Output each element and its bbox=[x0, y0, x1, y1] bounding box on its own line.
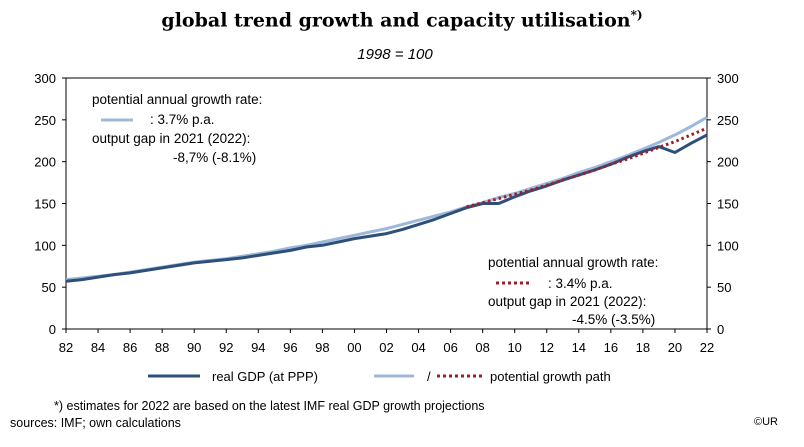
lower-annotation-gap-value: -4.5% (-3.5%) bbox=[572, 312, 655, 327]
y-tick-label-left: 100 bbox=[34, 238, 56, 253]
legend: real GDP (at PPP) / potential growth pat… bbox=[148, 369, 611, 384]
upper-annotation-rate: : 3.7% p.a. bbox=[150, 112, 215, 127]
series bbox=[65, 115, 708, 283]
x-tick-label: 96 bbox=[283, 340, 297, 355]
x-tick-label: 98 bbox=[315, 340, 329, 355]
y-tick-label-right: 0 bbox=[717, 322, 724, 337]
y-tick-label-right: 150 bbox=[717, 197, 739, 212]
x-tick-label: 20 bbox=[668, 340, 682, 355]
x-tick-label: 14 bbox=[572, 340, 586, 355]
x-tick-label: 84 bbox=[91, 340, 105, 355]
y-tick-label-right: 100 bbox=[717, 238, 739, 253]
chart-subtitle: 1998 = 100 bbox=[357, 46, 433, 63]
x-tick-label: 12 bbox=[540, 340, 554, 355]
copyright: ©UR bbox=[754, 416, 778, 428]
x-tick-label: 22 bbox=[700, 340, 714, 355]
x-tick-label: 18 bbox=[636, 340, 650, 355]
series-line-potential-2 bbox=[466, 115, 708, 209]
x-tick-label: 06 bbox=[443, 340, 457, 355]
series-line-potential-1 bbox=[65, 205, 468, 282]
x-tick-label: 10 bbox=[507, 340, 521, 355]
upper-annotation-gap-value: -8,7% (-8.1%) bbox=[173, 150, 256, 165]
lower-annotation-title: potential annual growth rate: bbox=[488, 255, 658, 270]
x-tick-label: 94 bbox=[251, 340, 265, 355]
lower-annotation: potential annual growth rate: : 3.4% p.a… bbox=[488, 255, 658, 327]
legend-label-potential: potential growth path bbox=[490, 369, 611, 384]
y-tick-label-right: 300 bbox=[717, 71, 739, 86]
y-tick-label-left: 0 bbox=[49, 322, 56, 337]
x-tick-label: 04 bbox=[411, 340, 425, 355]
y-tick-label-right: 200 bbox=[717, 155, 739, 170]
x-tick-label: 90 bbox=[187, 340, 201, 355]
series-line-potential-red bbox=[466, 126, 708, 209]
upper-annotation-gap-label: output gap in 2021 (2022): bbox=[92, 131, 250, 146]
legend-slash: / bbox=[427, 369, 431, 384]
y-tick-label-right: 250 bbox=[717, 113, 739, 128]
legend-label-real-gdp: real GDP (at PPP) bbox=[212, 369, 318, 384]
sources: sources: IMF; own calculations bbox=[10, 416, 181, 430]
y-tick-label-left: 50 bbox=[42, 280, 56, 295]
x-tick-label: 82 bbox=[59, 340, 73, 355]
lower-annotation-rate: : 3.4% p.a. bbox=[548, 276, 613, 291]
lower-annotation-gap-label: output gap in 2021 (2022): bbox=[488, 294, 646, 309]
x-tick-label: 16 bbox=[604, 340, 618, 355]
x-tick-label: 00 bbox=[347, 340, 361, 355]
x-tick-label: 88 bbox=[155, 340, 169, 355]
footnote: *) estimates for 2022 are based on the l… bbox=[54, 399, 485, 413]
chart-title: global trend growth and capacity utilisa… bbox=[161, 8, 643, 32]
x-tick-label: 08 bbox=[475, 340, 489, 355]
y-tick-label-left: 200 bbox=[34, 155, 56, 170]
upper-annotation-title: potential annual growth rate: bbox=[92, 92, 262, 107]
y-tick-label-right: 50 bbox=[717, 280, 731, 295]
y-tick-label-left: 250 bbox=[34, 113, 56, 128]
x-tick-label: 02 bbox=[379, 340, 393, 355]
y-tick-label-left: 150 bbox=[34, 197, 56, 212]
y-tick-label-left: 300 bbox=[34, 71, 56, 86]
upper-annotation: potential annual growth rate: : 3.7% p.a… bbox=[92, 92, 262, 165]
x-tick-label: 86 bbox=[123, 340, 137, 355]
x-tick-label: 92 bbox=[219, 340, 233, 355]
